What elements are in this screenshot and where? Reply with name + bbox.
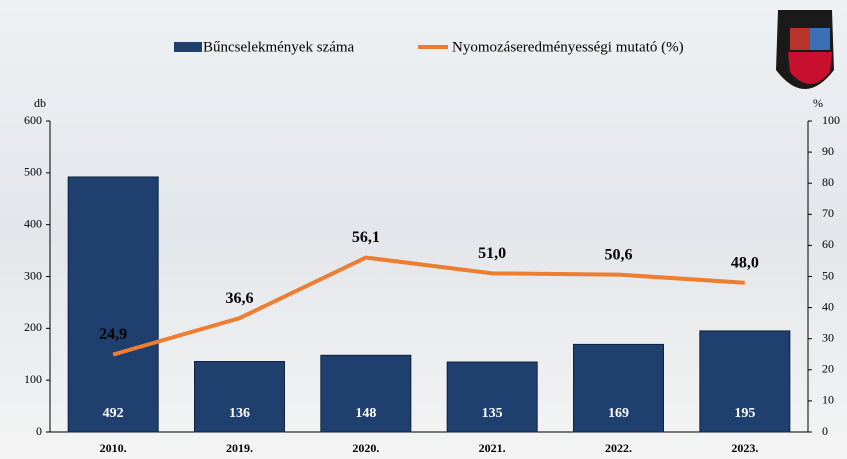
police-badge (776, 10, 834, 89)
line-value-label: 48,0 (731, 254, 759, 271)
x-tick-label: 2019. (226, 441, 253, 455)
y-tick-label: 100 (24, 372, 42, 386)
y2-tick-label: 100 (822, 113, 840, 127)
bar-value-label: 136 (229, 406, 250, 421)
y2-tick-label: 20 (822, 362, 834, 376)
y2-axis-label: % (813, 96, 823, 110)
bar (320, 354, 412, 433)
legend-label: Bűncselekmények száma (203, 39, 355, 55)
bar (446, 361, 538, 433)
bar-value-label: 492 (103, 406, 124, 421)
bar-value-label: 135 (482, 406, 503, 421)
x-tick-label: 2010. (100, 441, 127, 455)
y2-tick-label: 40 (822, 299, 834, 313)
y2-tick-label: 60 (822, 237, 834, 251)
bar-value-label: 169 (608, 406, 629, 421)
y-tick-label: 400 (24, 216, 42, 230)
y-tick-label: 0 (36, 424, 42, 438)
y2-tick-label: 70 (822, 206, 834, 220)
line (112, 255, 745, 357)
bar-value-label: 195 (734, 406, 755, 421)
x-tick-label: 2020. (352, 441, 379, 455)
bar (67, 176, 159, 433)
x-tick-label: 2022. (605, 441, 632, 455)
y2-tick-label: 50 (822, 268, 834, 282)
legend-label: Nyomozáseredményességi mutató (%) (452, 39, 684, 55)
line-value-label: 50,6 (605, 246, 633, 263)
y-tick-label: 600 (24, 113, 42, 127)
y2-tick-label: 10 (822, 393, 834, 407)
y-tick-label: 500 (24, 165, 42, 179)
y2-tick-label: 0 (822, 424, 828, 438)
line-value-label: 36,6 (226, 290, 254, 307)
y-axis-label: db (34, 96, 46, 110)
bar (194, 361, 285, 433)
line-value-label: 24,9 (99, 326, 127, 343)
y-tick-label: 200 (24, 320, 42, 334)
x-tick-label: 2023. (731, 441, 758, 455)
bar (699, 330, 791, 433)
y2-tick-label: 30 (822, 330, 834, 344)
line-value-label: 51,0 (478, 245, 506, 262)
legend-swatch (174, 42, 202, 52)
y-tick-label: 300 (24, 268, 42, 282)
line-value-label: 56,1 (352, 229, 380, 246)
y2-tick-label: 80 (822, 175, 834, 189)
bar (573, 343, 664, 433)
bar-value-label: 148 (355, 406, 376, 421)
x-tick-label: 2021. (479, 441, 506, 455)
y2-tick-label: 90 (822, 144, 834, 158)
